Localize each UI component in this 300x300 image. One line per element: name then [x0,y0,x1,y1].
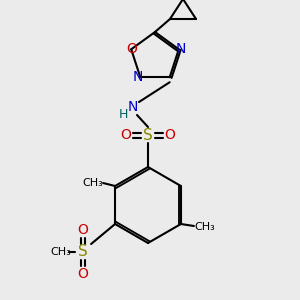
Text: O: O [121,128,131,142]
Text: O: O [78,267,88,281]
Text: S: S [78,244,88,260]
Text: CH₃: CH₃ [83,178,104,188]
Text: N: N [133,70,143,84]
Text: O: O [78,223,88,237]
Text: CH₃: CH₃ [194,222,215,232]
Text: N: N [176,42,186,56]
Text: S: S [143,128,153,142]
Text: O: O [126,42,137,56]
Text: O: O [165,128,176,142]
Text: CH₃: CH₃ [51,247,71,257]
Text: N: N [128,100,138,114]
Text: H: H [118,109,128,122]
